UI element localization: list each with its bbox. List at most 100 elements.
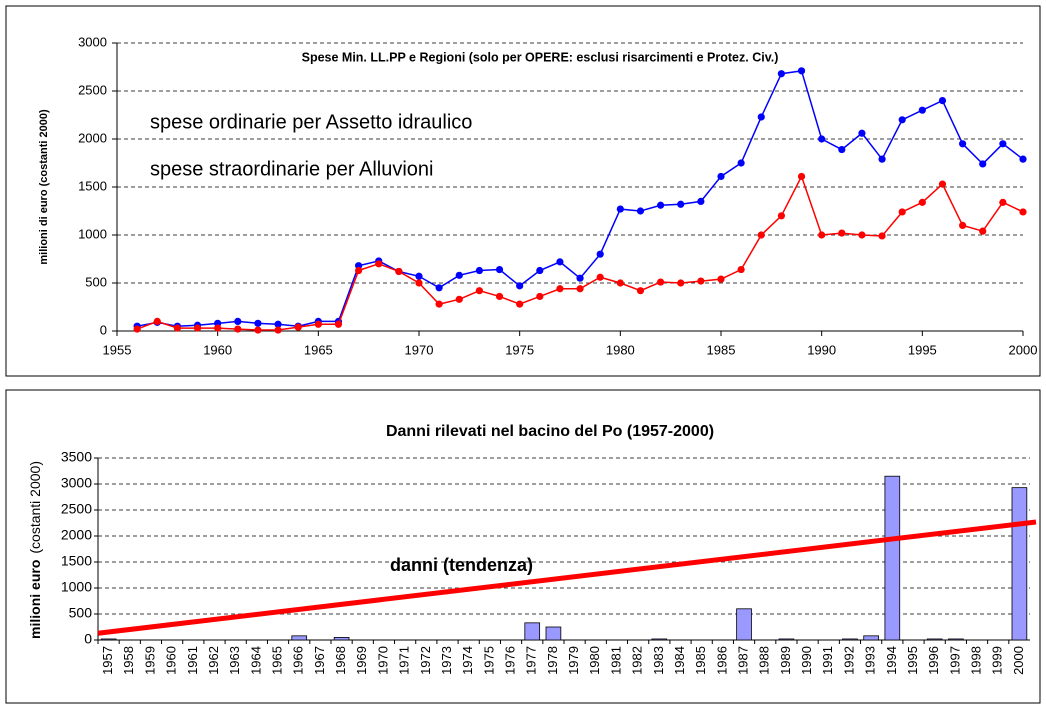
data-point [999,140,1007,148]
data-point [576,274,584,282]
x-tick-label: 1978 [545,646,560,675]
x-tick-label: 1975 [505,342,534,357]
data-point [173,324,181,332]
y-tick-label: 2500 [78,82,107,97]
data-point [536,266,544,275]
data-point [858,129,866,137]
data-point [274,320,282,328]
data-point [334,320,343,328]
chart-title: Spese Min. LL.PP e Regioni (solo per OPE… [302,50,779,64]
data-point [294,323,302,331]
bar [291,635,308,641]
data-point [495,292,504,301]
trend-label: danni (tendenza) [390,555,533,575]
x-tick-label: 1986 [714,646,729,675]
y-tick-label: 2000 [61,527,92,543]
x-tick-label: 1958 [121,646,136,675]
data-point [938,180,947,188]
data-point [697,197,705,205]
bar [651,638,668,641]
y-tick-label: 500 [85,274,107,289]
data-point [314,320,322,328]
x-tick-label: 1967 [312,646,327,675]
x-tick-label: 1965 [304,342,333,357]
bar [1011,487,1028,641]
y-tick-label: 0 [100,322,107,337]
x-tick-label: 2000 [1011,646,1026,675]
x-tick-label: 1979 [566,646,581,675]
data-point [455,271,463,279]
data-point [153,317,161,325]
x-tick-label: 1957 [100,646,115,675]
chart-title: Danni rilevati nel bacino del Po (1957-2… [386,423,714,440]
x-tick-label: 1999 [990,646,1005,675]
data-point [193,324,202,332]
data-point [355,266,363,275]
x-tick-label: 1993 [863,646,878,675]
x-tick-label: 1965 [269,646,284,675]
data-point [475,266,483,275]
data-point [938,97,947,105]
x-tick-label: 1960 [164,646,179,675]
data-point [395,267,403,276]
data-point [375,260,383,268]
x-tick-label: 1988 [757,646,772,675]
data-point [797,67,806,75]
data-point [274,326,282,334]
x-tick-label: 1960 [203,342,232,357]
bar [884,475,901,641]
legend-label: spese ordinarie per Assetto idraulico [150,111,472,133]
data-point [777,212,786,220]
data-point [737,159,745,167]
data-point [636,287,645,295]
data-point [616,205,624,213]
x-tick-label: 1985 [707,342,736,357]
data-point [455,295,463,303]
x-tick-label: 1972 [418,646,433,675]
data-point [415,272,423,280]
x-tick-label: 1995 [908,342,937,357]
data-point [918,106,926,114]
data-point [757,113,765,121]
y-axis-label-note: (costanti 2000) [27,461,43,554]
data-point [435,300,443,308]
data-point [677,279,685,287]
x-tick-label: 1996 [926,646,941,675]
x-tick-label: 1961 [185,646,200,675]
x-tick-label: 1995 [905,646,920,675]
y-axis-label-main: milioni euro [27,560,43,639]
x-tick-label: 1977 [524,646,539,675]
data-point [878,232,886,240]
data-point [737,265,745,274]
x-tick-label: 1968 [333,646,348,675]
bar [545,626,562,641]
y-tick-label: 1000 [78,226,107,241]
x-tick-label: 1981 [608,646,623,675]
y-tick-label: 3500 [61,449,92,465]
x-tick-label: 1955 [103,342,132,357]
data-point [636,207,645,215]
data-point [254,319,262,327]
data-point [415,279,423,287]
data-point [234,317,242,325]
bar [100,638,117,641]
chart-frame [5,5,1041,377]
data-point [516,282,524,290]
x-tick-label: 1971 [397,646,412,675]
y-tick-label: 2500 [61,501,92,517]
series-line [136,174,1024,331]
x-tick-label: 1997 [947,646,962,675]
data-point [657,201,665,209]
bar [863,635,879,641]
trend-line [97,519,1037,636]
data-point [1019,155,1027,163]
data-point [495,265,504,274]
data-point [858,231,866,239]
data-point [757,231,765,239]
y-tick-label: 2000 [78,130,107,145]
x-tick-label: 1964 [248,646,263,675]
data-point [959,221,967,229]
x-tick-label: 1962 [206,646,221,675]
y-tick-label: 3000 [78,34,107,49]
data-point [214,324,222,332]
